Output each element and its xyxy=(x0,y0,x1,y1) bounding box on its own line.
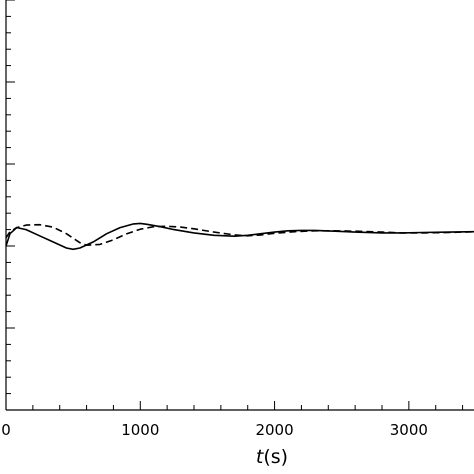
solid-series-line xyxy=(5,222,474,251)
x-tick-label: 0 xyxy=(1,421,11,439)
x-axis-ticks xyxy=(5,401,464,410)
x-axis-unit: (s) xyxy=(263,446,288,468)
y-axis-ticks xyxy=(6,0,15,411)
x-tick-labels: 0 1000 2000 3000 xyxy=(1,421,428,439)
plot-frame xyxy=(5,0,474,411)
x-tick-label: 1000 xyxy=(121,421,159,439)
series-lines xyxy=(5,222,474,251)
x-tick-label: 2000 xyxy=(255,421,293,439)
x-axis-title: t(s) xyxy=(256,446,288,468)
dashed-series-line xyxy=(5,223,474,246)
x-axis-variable: t xyxy=(256,446,265,468)
x-tick-label: 3000 xyxy=(390,421,428,439)
